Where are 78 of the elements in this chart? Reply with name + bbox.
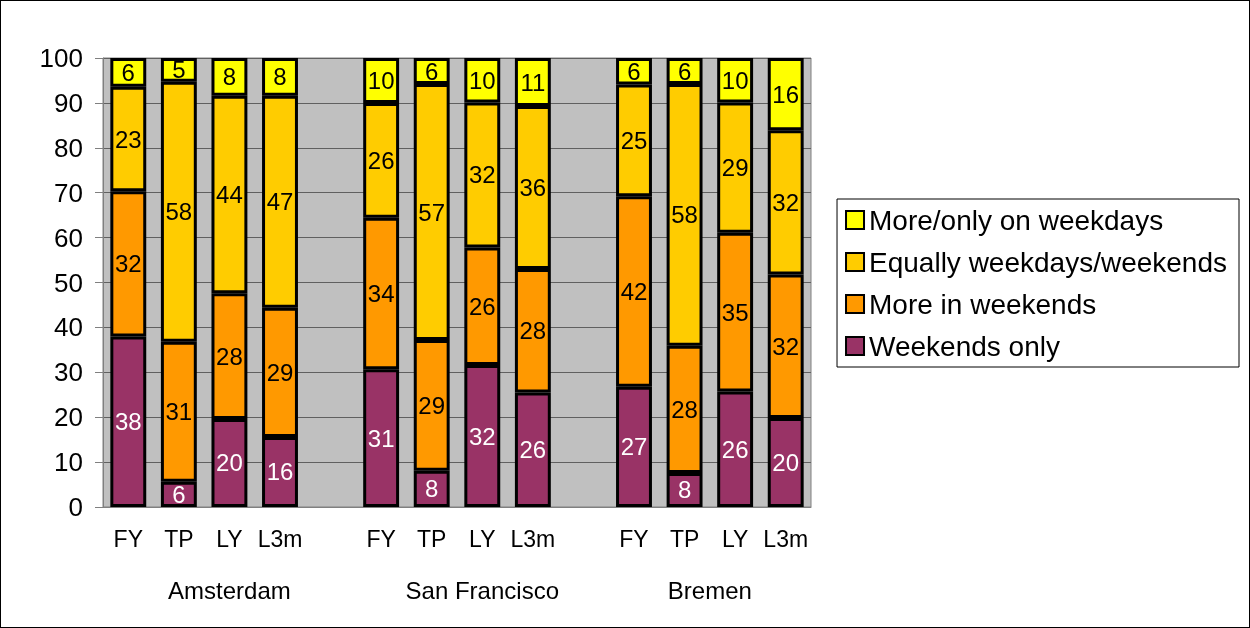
data-label: 10 <box>367 66 395 94</box>
y-tick-label: 40 <box>54 312 83 343</box>
data-label: 6 <box>121 58 135 86</box>
data-label: 32 <box>468 422 496 450</box>
y-tick-label: 70 <box>54 177 83 208</box>
text: Amsterdam <box>168 576 291 604</box>
data-label: 31 <box>165 398 193 426</box>
data-label: 26 <box>721 435 749 463</box>
data-label: 6 <box>677 57 692 85</box>
data-label: 26 <box>468 292 496 320</box>
data-label: 6 <box>425 57 439 85</box>
data-label: 8 <box>425 475 439 503</box>
data-label: 20 <box>772 449 800 477</box>
y-tick-label: 100 <box>39 43 83 73</box>
data-label: 8 <box>222 63 237 91</box>
y-tick-label: 50 <box>54 267 83 298</box>
x-tick-label: FY <box>366 525 396 552</box>
data-label: 23 <box>114 125 142 153</box>
data-label: 26 <box>367 146 395 174</box>
data-label: 11 <box>520 68 546 96</box>
data-label: 6 <box>627 57 641 85</box>
y-tick-label: 10 <box>54 447 83 478</box>
x-tick-label: LY <box>216 525 243 552</box>
data-label: 38 <box>114 408 142 436</box>
data-label: 57 <box>418 198 446 226</box>
legend-label: Weekends only <box>869 330 1060 362</box>
data-label: 26 <box>519 436 547 464</box>
legend-label: Equally weekdays/weekends <box>869 246 1227 278</box>
data-label: 36 <box>519 174 547 202</box>
data-label: 29 <box>418 391 446 419</box>
y-tick-label: 20 <box>54 402 83 433</box>
y-tick-label: 30 <box>54 357 83 388</box>
data-label: 27 <box>620 433 648 461</box>
data-label: 29 <box>721 154 749 182</box>
data-label: 34 <box>367 280 395 307</box>
x-tick-label: LY <box>721 525 749 552</box>
data-label: 31 <box>367 424 395 452</box>
data-label: 29 <box>266 358 294 386</box>
x-tick-label: TP <box>164 525 194 552</box>
x-tick-label: TP <box>669 525 700 552</box>
legend-label: More/only on weekdays <box>869 204 1164 236</box>
data-label: 28 <box>216 342 243 370</box>
data-label: 20 <box>216 449 243 477</box>
legend-label: More in weekends <box>869 288 1097 320</box>
data-label: 8 <box>273 63 287 91</box>
x-tick-label: LY <box>469 525 496 552</box>
text: Bremen <box>667 576 752 604</box>
data-label: 10 <box>468 66 496 94</box>
data-label: 28 <box>519 317 547 345</box>
data-label: 58 <box>165 198 193 226</box>
x-tick-label: L3m <box>763 525 809 552</box>
data-label: 32 <box>772 332 800 360</box>
data-label: 10 <box>721 66 749 94</box>
data-label: 32 <box>114 250 142 278</box>
x-tick-label: FY <box>113 525 143 552</box>
x-tick-label: FY <box>619 525 649 552</box>
y-tick-label: 60 <box>54 222 83 253</box>
data-label: 28 <box>671 395 698 423</box>
x-tick-label: L3m <box>510 525 556 552</box>
data-label: 25 <box>620 126 648 154</box>
data-label: 32 <box>468 161 496 189</box>
data-label: 58 <box>671 201 698 229</box>
text: San Francisco <box>405 576 559 604</box>
y-tick-label: 0 <box>68 492 83 522</box>
data-label: 47 <box>266 188 294 216</box>
x-tick-label: TP <box>417 525 447 552</box>
data-label: 32 <box>772 188 800 216</box>
data-label: 35 <box>721 298 749 326</box>
data-label: 42 <box>620 277 648 305</box>
data-label: 5 <box>172 56 186 84</box>
data-label: 8 <box>677 476 692 504</box>
y-tick-label: 80 <box>54 132 83 163</box>
data-label: 16 <box>772 80 800 108</box>
data-label: 6 <box>172 480 186 508</box>
x-tick-label: L3m <box>257 525 303 552</box>
y-tick-label: 90 <box>54 87 83 118</box>
data-label: 16 <box>266 458 294 486</box>
data-label: 44 <box>216 181 243 208</box>
